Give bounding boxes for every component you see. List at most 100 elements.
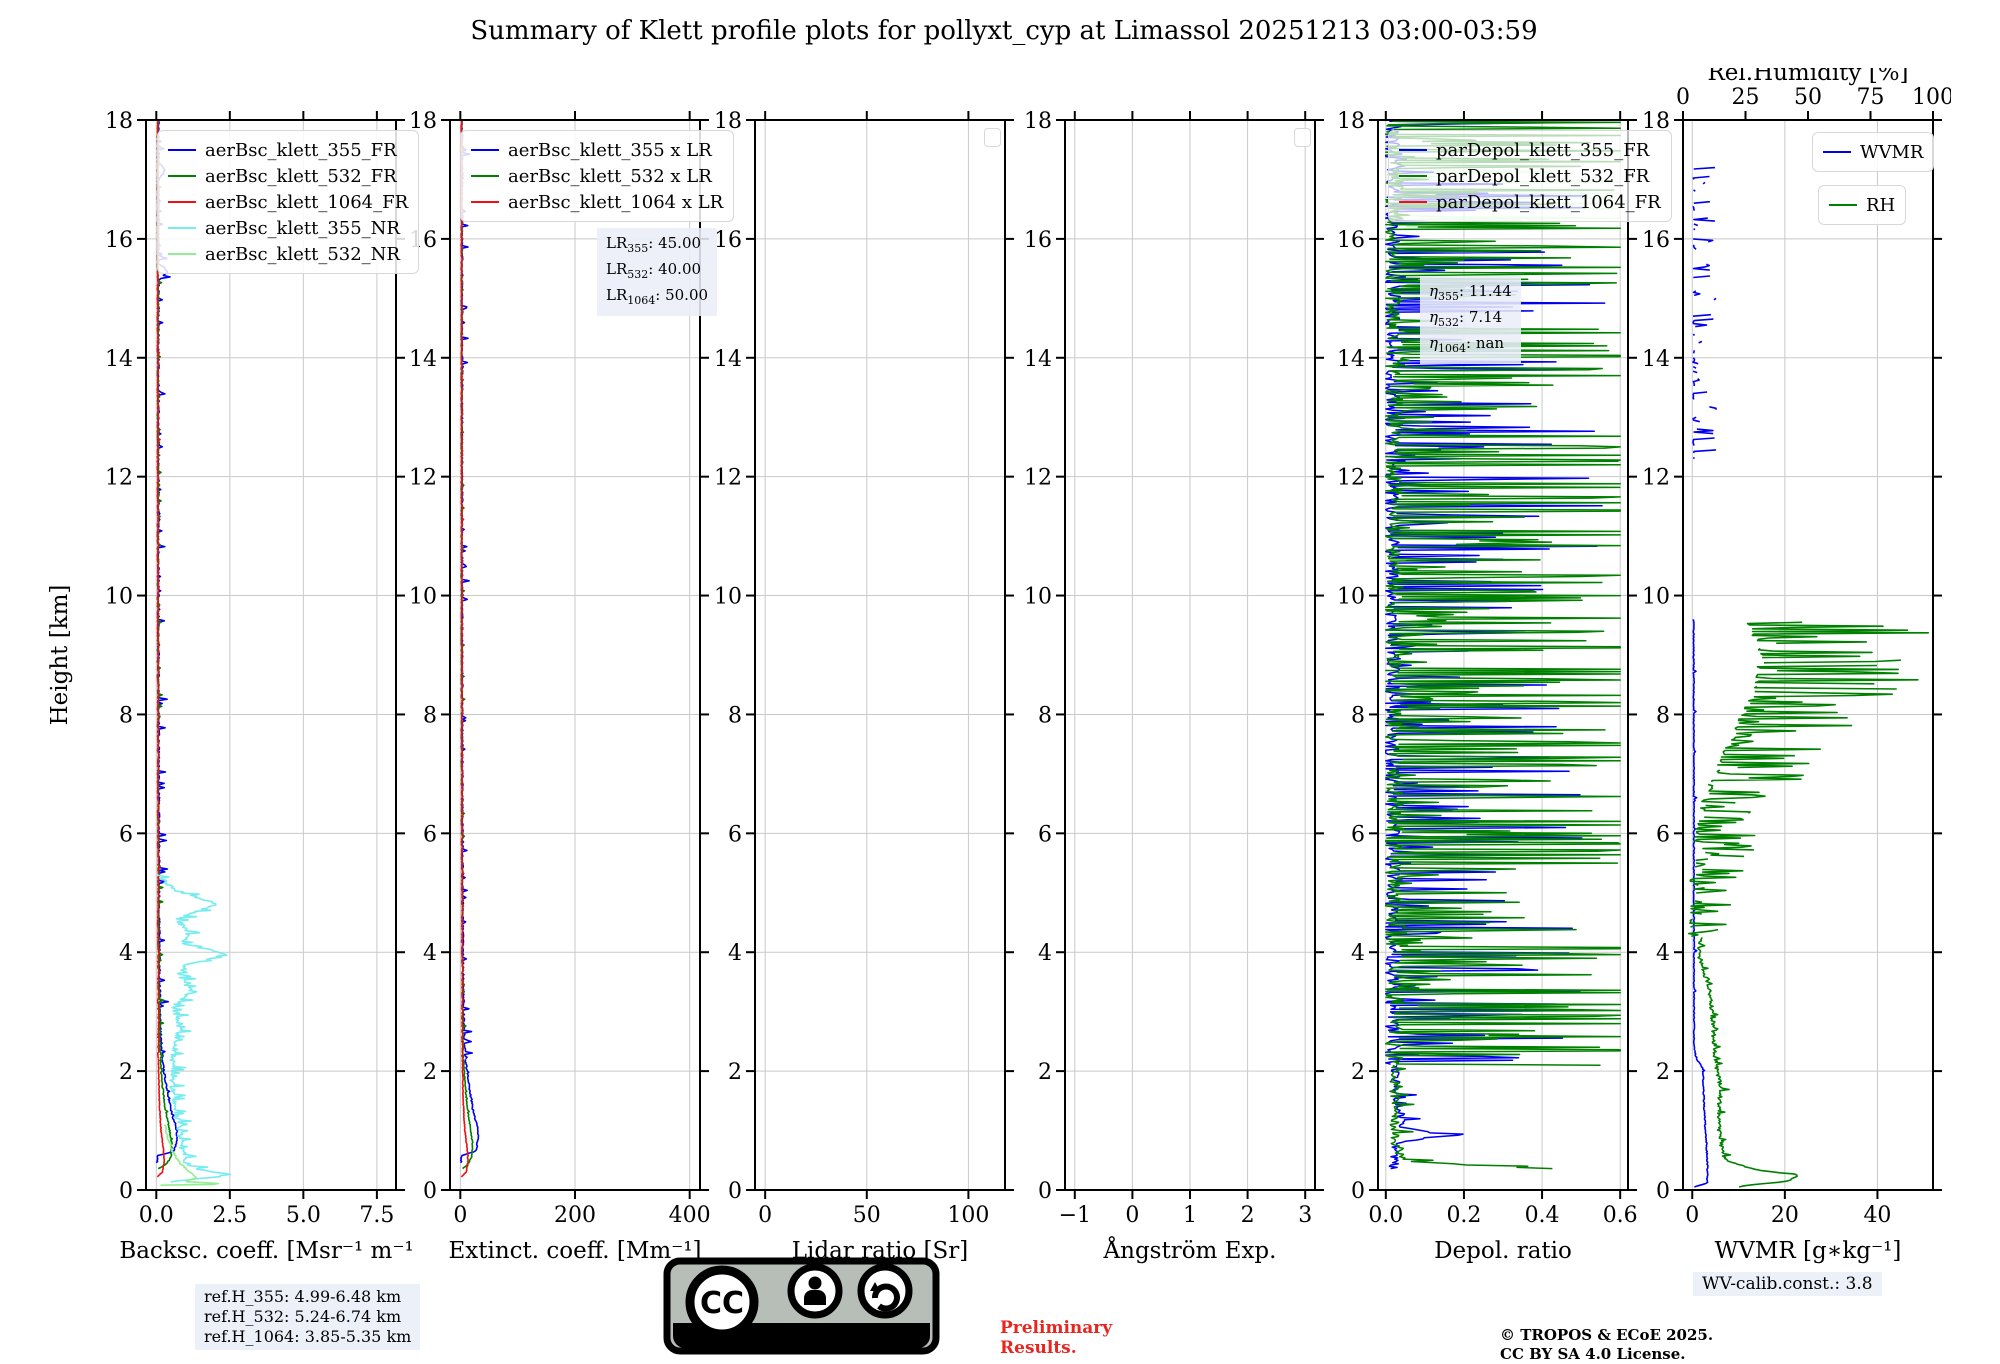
x-tick-label: 7.5 xyxy=(359,1203,394,1228)
legend-extinction: aerBsc_klett_355 x LR aerBsc_klett_532 x … xyxy=(460,130,735,222)
y-tick-label: 0 xyxy=(1038,1179,1052,1204)
x-tick-label: 0.0 xyxy=(139,1203,174,1228)
wv-calib-box: WV-calib.const.: 3.8 xyxy=(1693,1272,1882,1296)
series-aerBsc_klett_1064_FR xyxy=(156,120,161,1059)
y-tick-label: 4 xyxy=(423,941,437,966)
plot-angstroem: −1 0 1 2 3 0 2 4 6 8 10 12 14 16 18 Ångström Exp. xyxy=(1013,68,1333,1282)
sa-label: SA xyxy=(866,1323,904,1352)
y-tick-label: 10 xyxy=(1642,585,1670,610)
note-symbol: LR xyxy=(606,234,628,252)
y-tick-label: 4 xyxy=(728,941,742,966)
series-aerBsc_klett_1064_xLR xyxy=(460,1059,470,1178)
y-tick-label: 0 xyxy=(1656,1179,1670,1204)
plot-border xyxy=(145,119,397,1191)
x-tick-label: 400 xyxy=(669,1203,711,1228)
y-tick-label: 4 xyxy=(1038,941,1052,966)
legend-item-label: aerBsc_klett_355_FR xyxy=(205,139,397,161)
plot-depol: 0.0 0.2 0.4 0.6 0 2 4 6 8 10 12 14 16 18 Depol. ratio xyxy=(1326,68,1646,1282)
x-tick-label: 2.5 xyxy=(212,1203,247,1228)
x-tick-label: 3 xyxy=(1298,1203,1312,1228)
legend-item-label: aerBsc_klett_532_FR xyxy=(205,165,397,187)
x-tick-label: 0 xyxy=(758,1203,772,1228)
note-symbol: η xyxy=(1429,308,1438,326)
y-tick-label: 8 xyxy=(728,703,742,728)
y-tick-label: 8 xyxy=(1351,703,1365,728)
note-subscript: 355 xyxy=(627,242,649,255)
y-tick-label: 4 xyxy=(119,941,133,966)
ref-height-box: ref.H_355: 4.99-6.48 km ref.H_532: 5.24-… xyxy=(195,1284,421,1350)
legend-item-label: aerBsc_klett_355 x LR xyxy=(508,139,712,161)
y-tick-label: 2 xyxy=(1656,1060,1670,1085)
note-depol: η355: 11.44 η532: 7.14 η1064: nan xyxy=(1420,276,1521,364)
note-subscript: 1064 xyxy=(627,294,656,307)
y-tick-label: 18 xyxy=(1337,109,1365,134)
legend-line-sample xyxy=(1829,204,1857,206)
legend-item: parDepol_klett_532_FR xyxy=(1399,163,1661,189)
y-tick-label: 16 xyxy=(1337,228,1365,253)
y-tick-label: 18 xyxy=(1642,109,1670,134)
y-tick-label: 0 xyxy=(119,1179,133,1204)
legend-wvmr-1: RH xyxy=(1818,185,1907,225)
y-tick-label: 12 xyxy=(1642,466,1670,491)
top-tick-label: 50 xyxy=(1794,85,1822,110)
legend-line-sample xyxy=(1399,175,1427,177)
legend-item-label: aerBsc_klett_355_NR xyxy=(205,217,400,239)
series-WVMR xyxy=(1692,619,1698,1051)
y-tick-label: 0 xyxy=(728,1179,742,1204)
x-tick-label: −1 xyxy=(1059,1203,1091,1228)
legend-line-sample xyxy=(1399,201,1427,203)
legend-item-label: parDepol_klett_532_FR xyxy=(1436,165,1650,187)
top-axis-title: Rel.Humidity [%] xyxy=(1707,68,1908,86)
y-tick-label: 18 xyxy=(409,109,437,134)
y-tick-label: 12 xyxy=(409,466,437,491)
y-tick-label: 6 xyxy=(119,822,133,847)
y-tick-label: 14 xyxy=(1337,347,1365,372)
note-line: LR532: 40.00 xyxy=(606,259,708,285)
top-tick-label: 100 xyxy=(1912,85,1951,110)
x-tick-label: 0.0 xyxy=(1368,1203,1403,1228)
legend-item-label: aerBsc_klett_532 x LR xyxy=(508,165,712,187)
legend-depol: parDepol_klett_355_FR parDepol_klett_532_… xyxy=(1388,130,1672,222)
note-symbol: η xyxy=(1429,334,1438,352)
legend-line-sample xyxy=(168,149,196,151)
legend-item: parDepol_klett_355_FR xyxy=(1399,137,1661,163)
note-value: : nan xyxy=(1466,334,1505,352)
legend-item: WVMR xyxy=(1823,139,1923,165)
by-person-head xyxy=(808,1276,822,1290)
x-tick-label: 0 xyxy=(1125,1203,1139,1228)
plot-border xyxy=(1377,119,1629,1191)
legend-item-label: aerBsc_klett_1064_FR xyxy=(205,191,409,213)
x-tick-label: 2 xyxy=(1241,1203,1255,1228)
y-tick-label: 8 xyxy=(1656,703,1670,728)
y-tick-label: 10 xyxy=(714,585,742,610)
y-tick-label: 8 xyxy=(423,703,437,728)
x-axis-title-angstroem: Ångström Exp. xyxy=(1103,1236,1277,1264)
series-RH xyxy=(1697,937,1798,1188)
y-tick-label: 18 xyxy=(105,109,133,134)
note-line: η532: 7.14 xyxy=(1429,307,1512,333)
y-tick-label: 14 xyxy=(409,347,437,372)
plot-border xyxy=(754,119,1006,1191)
y-tick-label: 16 xyxy=(105,228,133,253)
y-tick-label: 12 xyxy=(714,466,742,491)
x-tick-label: 0.4 xyxy=(1525,1203,1560,1228)
legend-line-sample xyxy=(168,201,196,203)
legend-line-sample xyxy=(168,253,196,255)
legend-item-label: RH xyxy=(1866,194,1896,216)
y-tick-label: 14 xyxy=(714,347,742,372)
x-axis-title-backscatter: Backsc. coeff. [Msr⁻¹ m⁻¹] xyxy=(119,1238,414,1264)
note-line: LR355: 45.00 xyxy=(606,233,708,259)
legend-line-sample xyxy=(471,201,499,203)
plot-canvas-wvmr: 0 20 40 0 2 4 6 8 10 12 14 16 18 WVMR [g∗kg⁻¹] 0 25 50 75… xyxy=(1642,60,1954,1264)
y-tick-label: 6 xyxy=(1038,822,1052,847)
top-tick-label: 25 xyxy=(1732,85,1760,110)
legend-line-sample xyxy=(471,175,499,177)
note-line: η1064: nan xyxy=(1429,333,1512,359)
legend-item: RH xyxy=(1829,192,1895,218)
plot-lidar-ratio: 0 50 100 0 2 4 6 8 10 12 14 16 18 Lidar ratio [Sr] xyxy=(703,68,1023,1282)
y-tick-label: 10 xyxy=(105,585,133,610)
y-tick-label: 6 xyxy=(423,822,437,847)
